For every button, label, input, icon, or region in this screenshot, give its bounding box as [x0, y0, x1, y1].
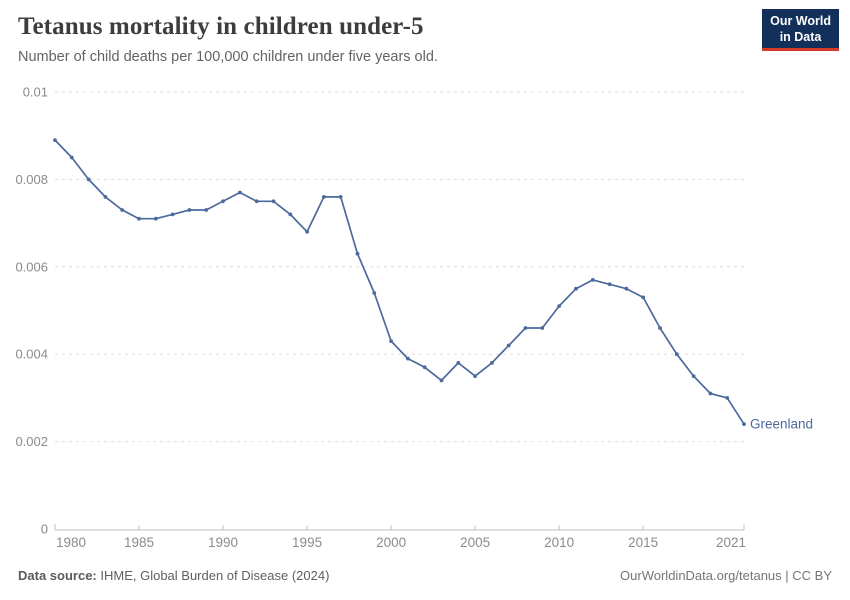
data-point[interactable] — [238, 190, 242, 195]
data-point[interactable] — [187, 208, 192, 212]
data-point[interactable] — [137, 216, 141, 221]
chart-subtitle: Number of child deaths per 100,000 child… — [18, 49, 438, 65]
x-tick-label: 2015 — [628, 535, 658, 550]
data-point[interactable] — [69, 155, 74, 160]
data-point[interactable] — [372, 291, 377, 295]
footer-license: OurWorldinData.org/tetanus | CC BY — [620, 568, 832, 583]
data-source-label: Data source: — [18, 568, 97, 583]
data-point[interactable] — [607, 282, 612, 287]
data-point[interactable] — [406, 356, 410, 361]
data-line-greenland[interactable] — [54, 139, 745, 425]
data-point[interactable] — [271, 199, 276, 204]
owid-logo[interactable]: Our World in Data — [762, 9, 839, 52]
data-point[interactable] — [305, 229, 309, 234]
data-point[interactable] — [322, 195, 326, 199]
data-point[interactable] — [153, 216, 158, 221]
x-tick-label: 1985 — [124, 535, 154, 550]
data-point[interactable] — [254, 199, 259, 204]
data-point[interactable] — [574, 286, 578, 291]
data-point[interactable] — [473, 374, 477, 378]
data-point[interactable] — [204, 208, 209, 212]
data-point[interactable] — [708, 391, 713, 396]
page-title: Tetanus mortality in children under-5 — [18, 13, 424, 40]
data-point[interactable] — [641, 295, 646, 300]
x-tick-label: 2010 — [544, 535, 574, 550]
data-point[interactable] — [506, 343, 511, 348]
entity-label[interactable]: Greenland — [750, 417, 813, 432]
y-tick-label: 0.008 — [15, 172, 48, 187]
x-tick-label: 1995 — [292, 535, 322, 550]
y-tick-label: 0.01 — [23, 85, 48, 100]
data-point[interactable] — [490, 361, 494, 365]
data-point[interactable] — [221, 199, 225, 204]
data-point[interactable] — [120, 208, 125, 212]
data-point[interactable] — [422, 365, 427, 370]
chart-header: Tetanus mortality in children under-5 Nu… — [18, 12, 738, 66]
y-tick-label: 0.004 — [15, 347, 48, 362]
data-source-note: Data source: IHME, Global Burden of Dise… — [18, 568, 329, 583]
data-point[interactable] — [590, 278, 595, 282]
x-tick-label: 2021 — [716, 535, 746, 550]
data-point[interactable] — [742, 422, 746, 426]
data-point[interactable] — [439, 378, 444, 383]
data-point[interactable] — [53, 138, 57, 143]
y-tick-label: 0.006 — [15, 259, 48, 274]
data-point[interactable] — [658, 326, 662, 330]
data-point[interactable] — [103, 195, 108, 199]
data-point[interactable] — [557, 304, 561, 308]
data-point[interactable] — [338, 195, 343, 199]
data-point[interactable] — [86, 177, 91, 182]
data-point[interactable] — [624, 286, 629, 291]
data-point[interactable] — [540, 326, 545, 330]
y-tick-label: 0.002 — [15, 434, 48, 449]
data-point[interactable] — [355, 251, 360, 256]
data-point[interactable] — [691, 374, 696, 378]
data-point[interactable] — [674, 352, 679, 357]
x-tick-label: 1990 — [208, 535, 238, 550]
logo-line2: in Data — [779, 29, 822, 44]
x-tick-label: 2000 — [376, 535, 406, 550]
data-point[interactable] — [389, 339, 393, 343]
data-source-text: IHME, Global Burden of Disease (2024) — [96, 568, 330, 583]
data-point[interactable] — [725, 396, 730, 400]
data-point[interactable] — [170, 212, 175, 217]
data-point[interactable] — [523, 326, 528, 330]
x-tick-label: 1980 — [56, 535, 86, 550]
y-tick-label: 0 — [41, 522, 48, 537]
logo-line1: Our World — [770, 14, 831, 28]
data-point[interactable] — [288, 212, 293, 217]
data-point[interactable] — [456, 361, 461, 365]
x-tick-label: 2005 — [460, 535, 490, 550]
